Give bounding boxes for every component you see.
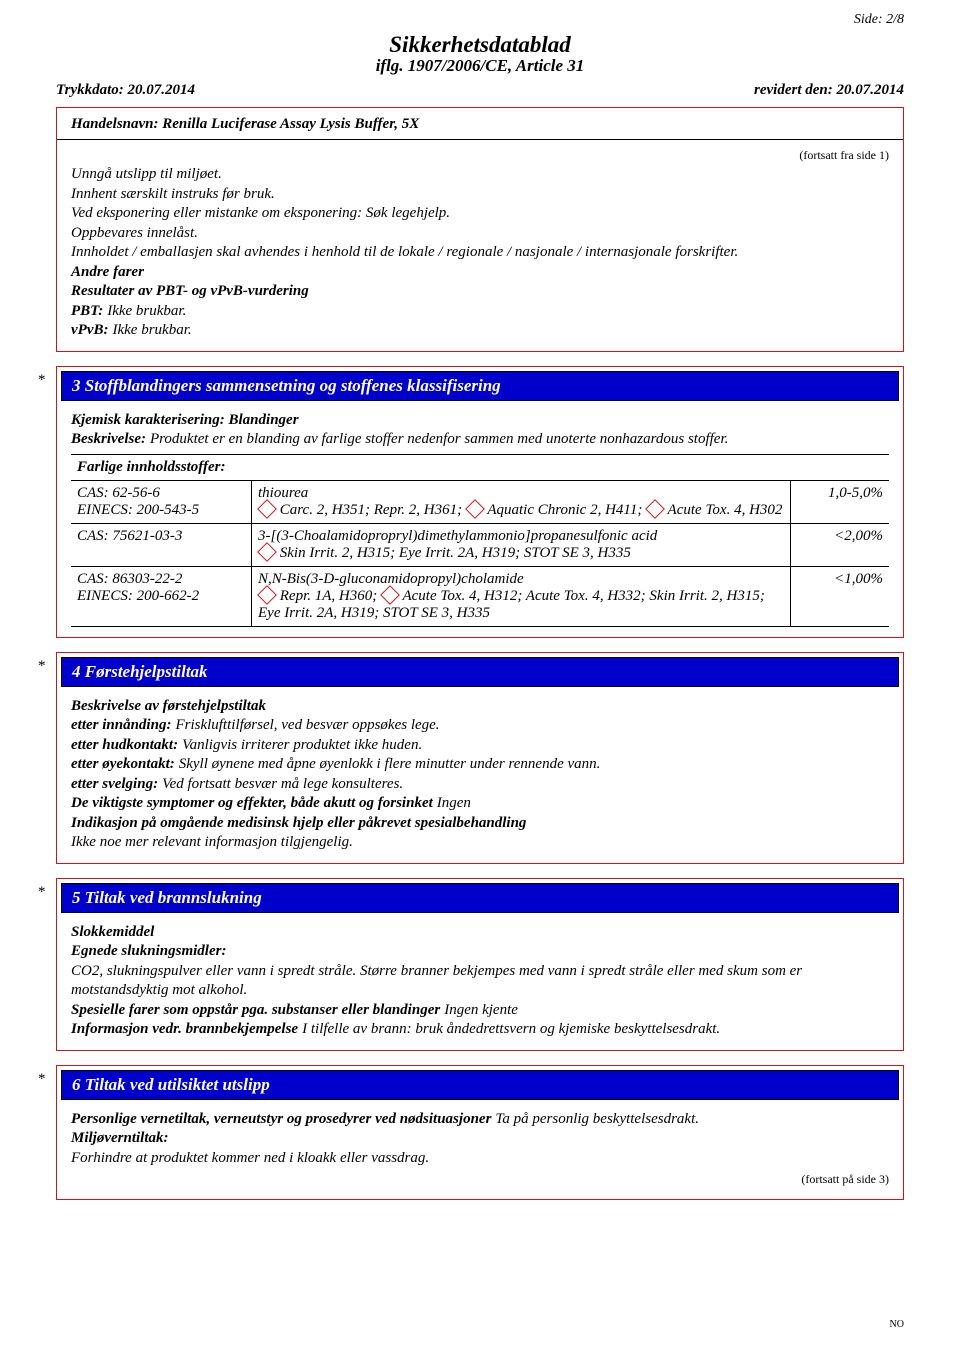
section-4: * 4 Førstehjelpstiltak Beskrivelse av fø…: [56, 652, 904, 864]
s4-heading: Indikasjon på omgående medisinsk hjelp e…: [71, 815, 526, 831]
ghs-icon: [257, 542, 277, 562]
change-asterisk: *: [38, 1071, 46, 1088]
s2-line: Unngå utslipp til miljøet.: [71, 165, 889, 185]
s4-value: Frisklufttilførsel, ved besvær oppsøkes …: [175, 717, 439, 733]
cas-cell: CAS: 75621-03-3: [71, 523, 252, 566]
s4-value: Ved fortsatt besvær må lege konsulteres.: [162, 776, 403, 792]
ghs-icon: [465, 499, 485, 519]
ghs-icon: [257, 585, 277, 605]
s5-label: Informasjon vedr. brannbekjempelse: [71, 1021, 298, 1037]
s4-value: Ingen: [437, 795, 471, 811]
s4-label: etter innånding:: [71, 717, 171, 733]
s2-line: Innhent særskilt instruks før bruk.: [71, 185, 889, 205]
section-6: * 6 Tiltak ved utilsiktet utslipp Person…: [56, 1065, 904, 1201]
pct-cell: <1,00%: [791, 566, 890, 626]
doc-subtitle: iflg. 1907/2006/CE, Article 31: [56, 56, 904, 76]
s5-heading: Slokkemiddel: [71, 924, 154, 940]
change-asterisk: *: [38, 658, 46, 675]
s4-label: etter øyekontakt:: [71, 756, 175, 772]
s2-value: Ikke brukbar.: [107, 303, 186, 319]
name-cell: 3-[(3-Choalamidopropryl)dimethylammonio]…: [252, 523, 791, 566]
ghs-icon: [257, 499, 277, 519]
s4-label: De viktigste symptomer og effekter, både…: [71, 795, 433, 811]
change-asterisk: *: [38, 372, 46, 389]
section-5-header: 5 Tiltak ved brannslukning: [61, 883, 899, 913]
continued-on-note: (fortsatt på side 3): [71, 1172, 889, 1187]
s4-label: etter hudkontakt:: [71, 737, 178, 753]
doc-title: Sikkerhetsdatablad: [56, 32, 904, 58]
section-3: * 3 Stoffblandingers sammensetning og st…: [56, 366, 904, 638]
s6-heading: Miljøverntiltak:: [71, 1130, 169, 1146]
s4-line: Ikke noe mer relevant informasjon tilgje…: [71, 833, 889, 853]
pct-cell: 1,0-5,0%: [791, 480, 890, 523]
s4-label: etter svelging:: [71, 776, 158, 792]
section-4-header: 4 Førstehjelpstiltak: [61, 657, 899, 687]
table-header: Farlige innholdsstoffer:: [71, 454, 889, 480]
s3-value: Produktet er en blanding av farlige stof…: [150, 431, 728, 447]
continued-from-note: (fortsatt fra side 1): [71, 148, 889, 163]
s6-line: Forhindre at produktet kommer ned i kloa…: [71, 1149, 889, 1169]
s4-value: Skyll øynene med åpne øyenlokk i flere m…: [179, 756, 601, 772]
s5-value: Ingen kjente: [444, 1002, 518, 1018]
s2-label: vPvB:: [71, 322, 108, 338]
name-cell: N,N-Bis(3-D-gluconamidopropyl)cholamide …: [252, 566, 791, 626]
top-panel: Handelsnavn: Renilla Luciferase Assay Ly…: [56, 107, 904, 352]
s5-label: Spesielle farer som oppstår pga. substan…: [71, 1002, 440, 1018]
s2-value: Ikke brukbar.: [112, 322, 191, 338]
table-row: CAS: 86303-22-2 EINECS: 200-662-2 N,N-Bi…: [71, 566, 889, 626]
s2-label: PBT:: [71, 303, 103, 319]
s4-heading: Beskrivelse av førstehjelpstiltak: [71, 698, 266, 714]
ghs-icon: [380, 585, 400, 605]
meta-row: Trykkdato: 20.07.2014 revidert den: 20.0…: [56, 82, 904, 99]
s2-line: Innholdet / emballasjen skal avhendes i …: [71, 243, 889, 263]
cas-cell: CAS: 86303-22-2 EINECS: 200-662-2: [71, 566, 252, 626]
page-number: Side: 2/8: [854, 12, 904, 28]
s2-line: Oppbevares innelåst.: [71, 224, 889, 244]
print-date: Trykkdato: 20.07.2014: [56, 82, 195, 99]
s2-heading: Andre farer: [71, 264, 144, 280]
s4-value: Vanligvis irriterer produktet ikke huden…: [182, 737, 422, 753]
s2-line: Ved eksponering eller mistanke om ekspon…: [71, 204, 889, 224]
table-row: CAS: 75621-03-3 3-[(3-Choalamidopropryl)…: [71, 523, 889, 566]
s3-subheading: Kjemisk karakterisering: Blandinger: [71, 412, 299, 428]
s3-label: Beskrivelse:: [71, 431, 146, 447]
section-5: * 5 Tiltak ved brannslukning Slokkemidde…: [56, 878, 904, 1051]
table-row: CAS: 62-56-6 EINECS: 200-543-5 thiourea …: [71, 480, 889, 523]
s6-value: Ta på personlig beskyttelsesdrakt.: [495, 1111, 699, 1127]
s6-label: Personlige vernetiltak, verneutstyr og p…: [71, 1111, 491, 1127]
ingredients-table: Farlige innholdsstoffer: CAS: 62-56-6 EI…: [71, 454, 889, 627]
s5-subheading: Egnede slukningsmidler:: [71, 943, 226, 959]
name-cell: thiourea Carc. 2, H351; Repr. 2, H361; A…: [252, 480, 791, 523]
document-header: Sikkerhetsdatablad iflg. 1907/2006/CE, A…: [56, 32, 904, 76]
s5-value: I tilfelle av brann: bruk åndedrettsvern…: [302, 1021, 720, 1037]
pct-cell: <2,00%: [791, 523, 890, 566]
s2-heading: Resultater av PBT- og vPvB-vurdering: [71, 283, 309, 299]
revision-date: revidert den: 20.07.2014: [754, 82, 904, 99]
section-6-header: 6 Tiltak ved utilsiktet utslipp: [61, 1070, 899, 1100]
product-name: Handelsnavn: Renilla Luciferase Assay Ly…: [71, 116, 889, 133]
page: Side: 2/8 Sikkerhetsdatablad iflg. 1907/…: [0, 0, 960, 1352]
cas-cell: CAS: 62-56-6 EINECS: 200-543-5: [71, 480, 252, 523]
s5-line: CO2, slukningspulver eller vann i spredt…: [71, 962, 889, 1001]
change-asterisk: *: [38, 884, 46, 901]
ghs-icon: [645, 499, 665, 519]
lang-code: NO: [890, 1319, 904, 1330]
section-3-header: 3 Stoffblandingers sammensetning og stof…: [61, 371, 899, 401]
